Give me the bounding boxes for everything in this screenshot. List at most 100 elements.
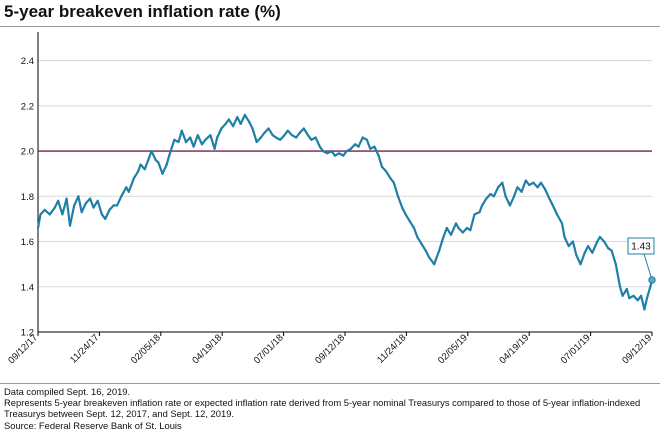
data-point xyxy=(354,143,357,146)
data-point xyxy=(544,188,547,191)
callout-box xyxy=(627,237,655,255)
data-point xyxy=(621,294,624,297)
data-point xyxy=(120,195,123,198)
data-point xyxy=(579,263,582,266)
series-line xyxy=(36,113,654,311)
data-point xyxy=(112,204,115,207)
x-tick-label: 07/01/18 xyxy=(252,332,286,366)
data-point xyxy=(607,247,610,250)
data-point xyxy=(132,177,135,180)
data-point xyxy=(168,154,171,157)
data-point xyxy=(125,186,128,189)
y-tick-label: 2.4 xyxy=(21,56,34,67)
data-point xyxy=(89,197,92,200)
data-point xyxy=(555,213,559,216)
notes-divider xyxy=(0,383,660,384)
data-point xyxy=(279,138,282,141)
data-point xyxy=(571,240,575,243)
data-point xyxy=(68,224,72,227)
data-point xyxy=(57,199,60,202)
data-point xyxy=(454,222,458,225)
y-tick-label: 1.4 xyxy=(21,282,34,293)
data-point xyxy=(551,204,554,207)
data-point xyxy=(345,150,348,153)
data-point xyxy=(248,120,251,123)
data-point xyxy=(632,294,635,297)
data-point xyxy=(326,152,329,155)
data-point xyxy=(469,229,472,232)
note-data-compiled: Data compiled Sept. 16, 2019. xyxy=(4,386,131,397)
data-point xyxy=(428,256,431,259)
x-tick-label: 04/19/18 xyxy=(190,332,224,366)
data-point xyxy=(96,199,99,202)
data-point xyxy=(137,170,140,173)
data-point xyxy=(200,143,204,146)
data-point xyxy=(92,206,95,209)
data-point xyxy=(108,208,111,211)
data-point xyxy=(489,192,492,196)
chart-title: 5-year breakeven inflation rate (%) xyxy=(4,2,281,21)
data-point xyxy=(302,127,305,130)
data-point xyxy=(461,231,464,234)
x-tick-label: 09/12/19 xyxy=(620,332,654,366)
chart-notes: Data compiled Sept. 16, 2019. Represents… xyxy=(4,386,656,431)
data-point xyxy=(380,165,384,168)
data-point xyxy=(342,154,345,157)
data-point xyxy=(548,197,551,200)
data-point xyxy=(528,183,531,187)
data-point xyxy=(100,213,103,216)
note-source: Source: Federal Reserve Bank of St. Loui… xyxy=(4,419,182,431)
data-point xyxy=(139,163,142,166)
data-point xyxy=(290,134,294,137)
data-point xyxy=(204,138,207,141)
data-point xyxy=(420,242,423,245)
data-point xyxy=(445,226,448,230)
data-point xyxy=(61,213,64,216)
data-point xyxy=(449,233,453,236)
data-point xyxy=(513,195,516,198)
data-point xyxy=(236,116,239,119)
data-point xyxy=(77,195,80,198)
data-point xyxy=(377,154,380,157)
data-point xyxy=(227,118,230,121)
data-point xyxy=(465,226,469,230)
y-tick-label: 2.0 xyxy=(21,147,34,158)
data-point xyxy=(173,138,176,141)
data-point xyxy=(65,197,68,200)
x-tick-label: 11/24/18 xyxy=(375,332,408,365)
data-point xyxy=(192,145,195,148)
x-tick-label: 02/05/18 xyxy=(129,332,163,366)
data-point xyxy=(385,170,388,173)
data-point xyxy=(433,263,436,266)
data-point xyxy=(481,204,484,207)
data-point xyxy=(598,235,602,239)
data-point xyxy=(640,294,643,297)
data-point xyxy=(401,206,404,209)
data-point xyxy=(424,249,427,252)
data-point xyxy=(539,181,543,184)
data-point xyxy=(274,136,278,139)
data-point xyxy=(295,136,298,139)
callout-label: 1.43 xyxy=(631,241,651,252)
data-point xyxy=(412,226,416,230)
data-point xyxy=(161,172,164,175)
data-point xyxy=(442,235,445,239)
data-point xyxy=(563,235,566,239)
data-point xyxy=(150,150,153,153)
data-point xyxy=(39,213,42,216)
data-point xyxy=(478,211,481,214)
data-point xyxy=(314,136,317,139)
data-point xyxy=(628,297,631,300)
data-point xyxy=(53,206,56,209)
callout-marker xyxy=(648,276,656,284)
data-point xyxy=(180,129,183,132)
data-point xyxy=(636,299,639,302)
data-point xyxy=(73,204,76,207)
data-point xyxy=(271,134,274,137)
data-point xyxy=(298,131,301,135)
axes: 1.21.41.61.82.02.22.409/12/17 11/24/17 02/… xyxy=(6,32,654,366)
data-point xyxy=(416,235,419,239)
title-divider xyxy=(0,26,660,27)
data-point xyxy=(80,211,83,214)
data-point xyxy=(404,213,407,216)
